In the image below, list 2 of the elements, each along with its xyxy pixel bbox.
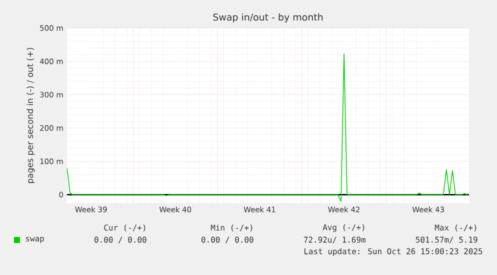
y-axis-title: pages per second in (-) / out (+)	[26, 48, 35, 183]
chart-title: Swap in/out - by month	[213, 13, 323, 22]
